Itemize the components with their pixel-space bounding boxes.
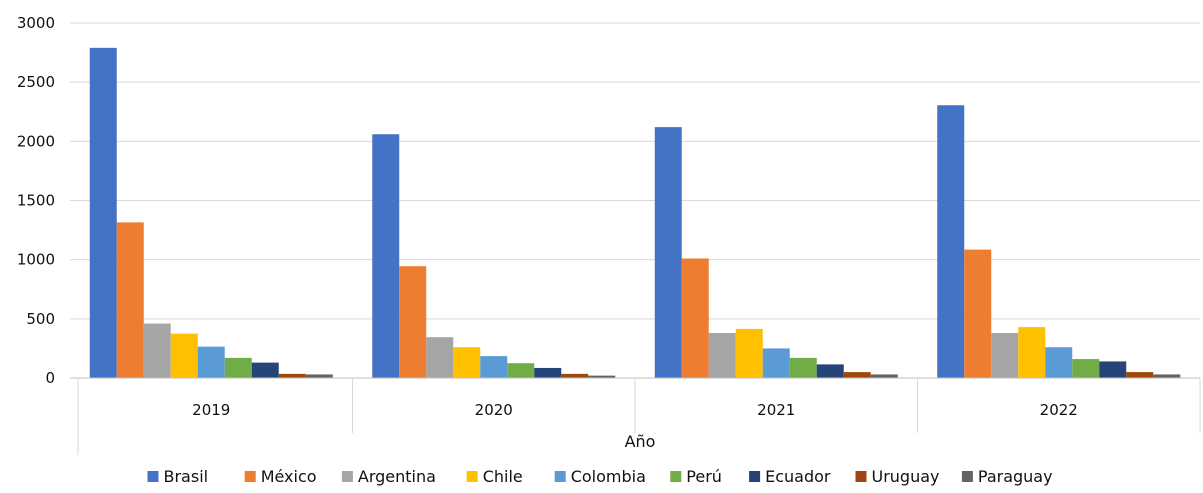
legend-label: Argentina	[358, 467, 436, 486]
gridlines	[70, 22, 1200, 379]
bar-ecuador-2020	[534, 367, 562, 378]
bar-colombia-2020	[480, 356, 508, 378]
legend-label: Brasil	[164, 467, 209, 486]
bar-peru-2021	[789, 357, 817, 378]
y-axis-ticks: 0 500 1000 1500 2000 2500 3000	[17, 14, 55, 387]
bar-mexico-2022	[964, 249, 992, 378]
legend-label: Chile	[483, 467, 523, 486]
legend-swatch	[466, 471, 478, 482]
bar-uruguay-2019	[278, 373, 306, 378]
legend-label: Paraguay	[978, 467, 1053, 486]
x-tick-label: 2019	[192, 401, 230, 419]
y-tick-label: 500	[26, 310, 55, 328]
x-tick-label: 2021	[757, 401, 795, 419]
bar-ecuador-2019	[251, 362, 279, 378]
bar-peru-2022	[1072, 359, 1100, 378]
x-tick-label: 2020	[475, 401, 513, 419]
bar-paraguay-2022	[1153, 374, 1181, 378]
y-tick-label: 1000	[17, 251, 55, 269]
bar-peru-2019	[224, 357, 252, 378]
bar-colombia-2019	[197, 346, 225, 378]
bar-paraguay-2021	[870, 374, 898, 378]
legend-label: Colombia	[571, 467, 646, 486]
bar-mexico-2021	[681, 258, 709, 378]
x-axis: 2019 2020 2021 2022	[70, 377, 1201, 455]
bar-uruguay-2020	[561, 373, 589, 378]
legend-swatch	[341, 471, 353, 482]
bar-paraguay-2020	[588, 375, 616, 378]
bar-argentina-2021	[708, 333, 736, 378]
legend-swatch	[244, 471, 256, 482]
bar-colombia-2022	[1045, 347, 1073, 378]
bar-ecuador-2021	[816, 364, 844, 378]
y-tick-label: 2000	[17, 132, 55, 150]
legend-swatch	[670, 471, 682, 482]
y-tick-label: 1500	[17, 192, 55, 210]
bar-chile-2021	[735, 328, 763, 378]
bar-mexico-2019	[116, 222, 144, 378]
bar-paraguay-2019	[305, 374, 333, 378]
bar-chile-2022	[1018, 327, 1046, 378]
bar-chile-2020	[453, 347, 481, 378]
legend-label: Uruguay	[872, 467, 940, 486]
y-tick-label: 2500	[17, 73, 55, 91]
bar-colombia-2021	[762, 348, 790, 378]
bar-argentina-2019	[143, 323, 171, 378]
bars	[89, 47, 1181, 378]
legend-swatch	[961, 471, 973, 482]
bar-ecuador-2022	[1099, 361, 1127, 378]
legend-swatch	[147, 471, 159, 482]
legend-swatch	[749, 471, 761, 482]
bar-peru-2020	[507, 363, 535, 378]
bar-brasil-2020	[372, 134, 400, 378]
legend-label: Perú	[686, 467, 722, 486]
bar-uruguay-2022	[1126, 372, 1154, 378]
bar-argentina-2020	[426, 337, 454, 378]
legend-swatch	[554, 471, 566, 482]
legend-swatch	[855, 471, 867, 482]
legend-label: México	[261, 467, 317, 486]
bar-argentina-2022	[991, 333, 1019, 378]
bar-chile-2019	[170, 333, 198, 378]
legend: Brasil México Argentina Chile Colombia Perú Ec…	[147, 467, 1053, 486]
x-axis-title: Año	[625, 432, 656, 451]
legend-label: Ecuador	[765, 467, 831, 486]
bar-brasil-2022	[937, 105, 965, 378]
bar-mexico-2020	[399, 266, 427, 378]
y-tick-label: 0	[45, 369, 55, 387]
y-tick-label: 3000	[17, 14, 55, 32]
bar-uruguay-2021	[843, 372, 871, 378]
x-tick-label: 2022	[1040, 401, 1078, 419]
bar-brasil-2019	[89, 47, 117, 378]
bar-brasil-2021	[654, 127, 682, 378]
